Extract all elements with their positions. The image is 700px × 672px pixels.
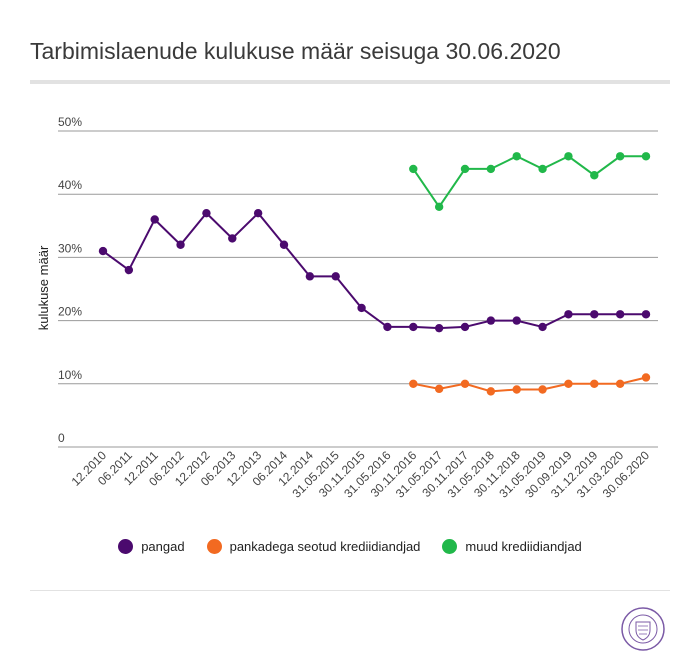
data-point: [253, 208, 263, 218]
data-point: [615, 310, 625, 319]
data-point: [590, 171, 599, 180]
y-tick-label: 40%: [58, 178, 82, 192]
seal-logo-icon: [621, 607, 665, 651]
data-point: [279, 240, 289, 249]
data-point: [228, 234, 237, 243]
footer-divider: [30, 590, 670, 591]
data-point: [460, 322, 470, 332]
y-axis-label: kulukuse määr: [36, 245, 51, 330]
data-point: [486, 164, 496, 174]
data-point: [564, 152, 573, 161]
data-point: [150, 215, 159, 224]
data-point: [409, 164, 418, 174]
legend-marker-pangad: [118, 539, 134, 554]
data-point: [409, 379, 418, 388]
chart-title: Tarbimislaenude kulukuse määr seisuga 30…: [30, 38, 561, 64]
series-line: [102, 211, 646, 330]
data-point: [434, 384, 444, 394]
series-0: [98, 208, 651, 333]
series-layer: [98, 152, 651, 396]
data-point: [486, 387, 496, 396]
y-tick-label: 10%: [58, 368, 82, 382]
data-point: [564, 379, 573, 388]
data-point: [460, 164, 470, 174]
data-point: [641, 373, 651, 382]
data-point: [512, 152, 521, 161]
series-line: [412, 155, 646, 209]
legend-marker-pankadega: [206, 539, 222, 554]
data-point: [486, 316, 496, 325]
data-point: [124, 265, 134, 275]
data-point: [590, 310, 599, 319]
y-tick-label: 50%: [58, 115, 82, 129]
legend-label-pangad: pangad: [141, 539, 185, 554]
series-line: [413, 376, 647, 393]
data-point: [202, 208, 211, 218]
y-axis-ticks: 0 10% 20% 30% 40% 50%: [58, 115, 82, 445]
data-point: [641, 310, 651, 319]
title-divider: [30, 80, 670, 84]
y-tick-label: 30%: [58, 241, 82, 255]
data-point: [564, 310, 573, 319]
data-point: [357, 303, 366, 313]
data-point: [615, 152, 625, 161]
y-tick-label: 0: [58, 431, 65, 445]
data-point: [512, 385, 521, 394]
data-point: [538, 322, 547, 332]
legend: pangad pankadega seotud krediidiandjad m…: [0, 539, 700, 554]
legend-marker-muud: [442, 539, 458, 554]
series-2: [409, 152, 651, 212]
grid-lines: [58, 130, 658, 448]
data-point: [409, 322, 418, 332]
data-point: [176, 240, 185, 249]
legend-label-muud: muud krediidiandjad: [465, 539, 582, 554]
y-tick-label: 20%: [58, 305, 82, 319]
data-point: [331, 272, 340, 281]
data-point: [538, 385, 547, 394]
data-point: [434, 202, 444, 212]
data-point: [305, 272, 315, 281]
legend-item-muud: muud krediidiandjad: [442, 539, 582, 554]
legend-item-pangad: pangad: [118, 539, 185, 554]
data-point: [615, 379, 625, 388]
data-point: [98, 246, 108, 256]
line-chart: 0 10% 20% 30% 40% 50% 12.201006.201112.201106…: [36, 115, 658, 501]
data-point: [434, 323, 444, 333]
x-axis-ticks: 12.201006.201112.201106.201212.201206.20…: [69, 448, 653, 501]
data-point: [538, 164, 547, 174]
data-point: [590, 379, 599, 388]
legend-label-pankadega: pankadega seotud krediidiandjad: [229, 539, 421, 554]
series-1: [409, 373, 651, 396]
data-point: [460, 379, 470, 388]
data-point: [512, 316, 521, 325]
legend-item-pankadega: pankadega seotud krediidiandjad: [206, 539, 421, 554]
data-point: [383, 322, 392, 332]
data-point: [641, 152, 651, 161]
